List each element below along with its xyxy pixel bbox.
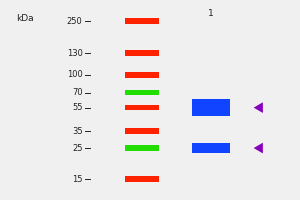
Bar <box>192 99 230 116</box>
Text: 55: 55 <box>72 103 83 112</box>
Bar <box>125 72 159 78</box>
Bar <box>125 18 159 24</box>
Text: 130: 130 <box>67 49 82 58</box>
Bar <box>125 145 159 151</box>
Text: 70: 70 <box>72 88 83 97</box>
Bar <box>192 143 230 153</box>
Text: kDa: kDa <box>16 14 34 23</box>
Text: 25: 25 <box>72 144 83 153</box>
Text: 35: 35 <box>72 127 83 136</box>
Bar <box>125 176 159 182</box>
Polygon shape <box>254 102 263 113</box>
Text: 100: 100 <box>67 70 82 79</box>
Text: 1: 1 <box>208 9 214 18</box>
Polygon shape <box>254 143 263 153</box>
Text: 250: 250 <box>67 17 82 26</box>
Bar <box>125 50 159 56</box>
Bar <box>125 128 159 134</box>
Text: 15: 15 <box>72 175 83 184</box>
Bar <box>125 105 159 110</box>
Bar <box>125 90 159 95</box>
